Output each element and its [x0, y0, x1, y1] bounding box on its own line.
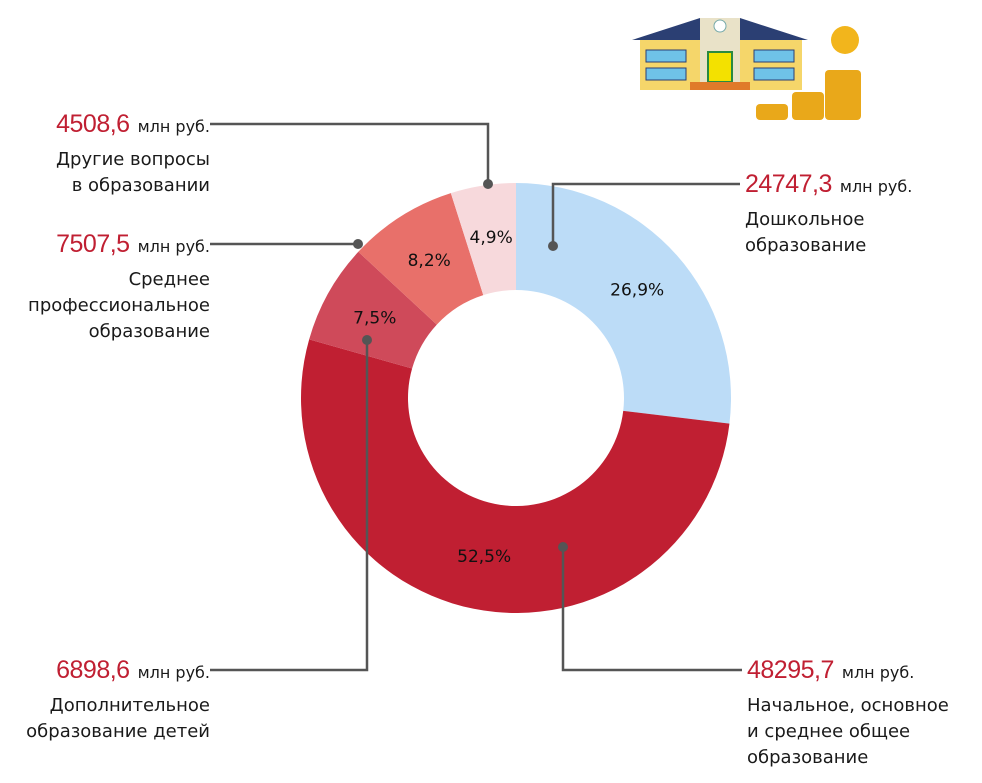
donut: 26,9% 52,5% 7,5% 8,2% 4,9% — [301, 183, 731, 613]
legend-item: 48295,7 млн руб. Начальное, основное и сре… — [747, 656, 949, 771]
category: Дополнительное образование детей — [26, 693, 210, 745]
legend-item: 24747,3 млн руб. Дошкольное образование — [745, 170, 912, 259]
amount: 48295,7 — [747, 656, 834, 684]
amount: 6898,6 — [56, 656, 129, 684]
amount: 4508,6 — [56, 110, 129, 138]
amount-line: 24747,3 млн руб. — [745, 170, 912, 199]
percent-label: 52,5% — [457, 547, 511, 567]
category: Другие вопросы в образовании — [56, 147, 210, 199]
unit: млн руб. — [842, 663, 914, 682]
legend-item: 4508,6 млн руб. Другие вопросы в образован… — [56, 110, 210, 199]
unit: млн руб. — [840, 177, 912, 196]
category: Дошкольное образование — [745, 207, 912, 259]
amount-line: 48295,7 млн руб. — [747, 656, 949, 685]
amount-line: 7507,5 млн руб. — [28, 230, 210, 259]
page: 26,9% 52,5% 7,5% 8,2% 4,9% 24747,3 млн руб. До… — [0, 0, 982, 783]
percent-label: 7,5% — [353, 309, 396, 329]
unit: млн руб. — [138, 663, 210, 682]
amount: 24747,3 — [745, 170, 832, 198]
category: Начальное, основное и среднее общее обра… — [747, 693, 949, 771]
donut-slice — [516, 183, 731, 424]
amount-line: 4508,6 млн руб. — [56, 110, 210, 139]
legend-item: 7507,5 млн руб. Среднее профессиональное о… — [28, 230, 210, 345]
percent-label: 8,2% — [408, 251, 451, 271]
unit: млн руб. — [138, 237, 210, 256]
percent-label: 26,9% — [610, 280, 664, 300]
amount-line: 6898,6 млн руб. — [26, 656, 210, 685]
legend-item: 6898,6 млн руб. Дополнительное образование… — [26, 656, 210, 745]
building-icon — [632, 18, 808, 90]
percent-label: 4,9% — [470, 228, 513, 248]
amount: 7507,5 — [56, 230, 129, 258]
category: Среднее профессиональное образование — [28, 267, 210, 345]
unit: млн руб. — [138, 117, 210, 136]
